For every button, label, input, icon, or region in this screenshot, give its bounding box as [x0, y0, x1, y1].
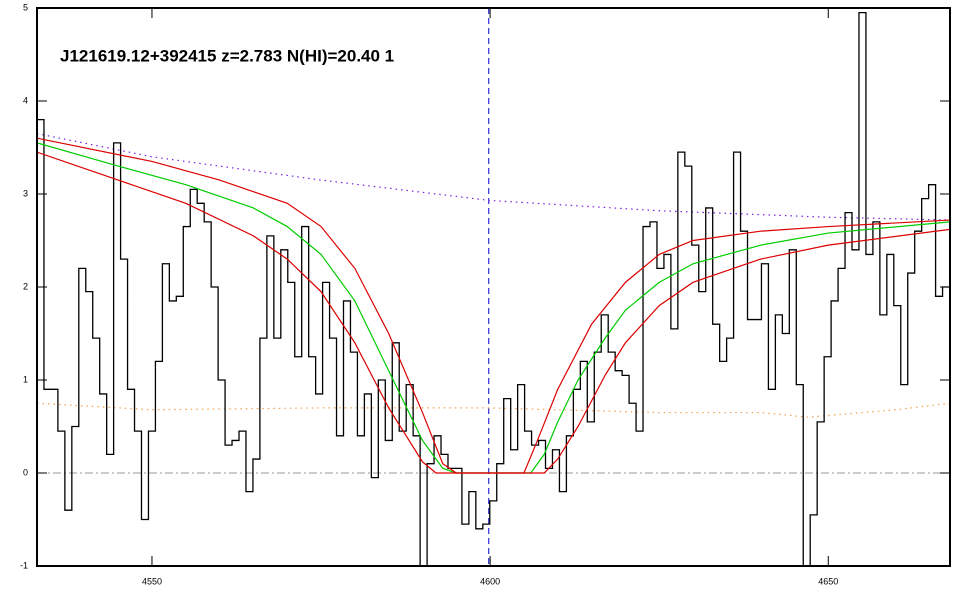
- y-tick-label: -1: [20, 560, 28, 570]
- x-tick-label: 4550: [142, 576, 162, 586]
- chart-title: J121619.12+392415 z=2.783 N(HI)=20.40 1: [60, 46, 394, 65]
- flux-step: [37, 12, 950, 566]
- x-tick-label: 4650: [818, 576, 838, 586]
- y-tick-label: 1: [23, 374, 28, 384]
- x-tick-label: 4600: [480, 576, 500, 586]
- y-tick-label: 5: [23, 2, 28, 12]
- y-tick-label: 3: [23, 188, 28, 198]
- y-tick-label: 0: [23, 467, 28, 477]
- y-tick-label: 2: [23, 281, 28, 291]
- curve: [37, 402, 950, 418]
- y-tick-label: 4: [23, 95, 28, 105]
- plot-area: [37, 8, 950, 566]
- curve: [37, 151, 950, 474]
